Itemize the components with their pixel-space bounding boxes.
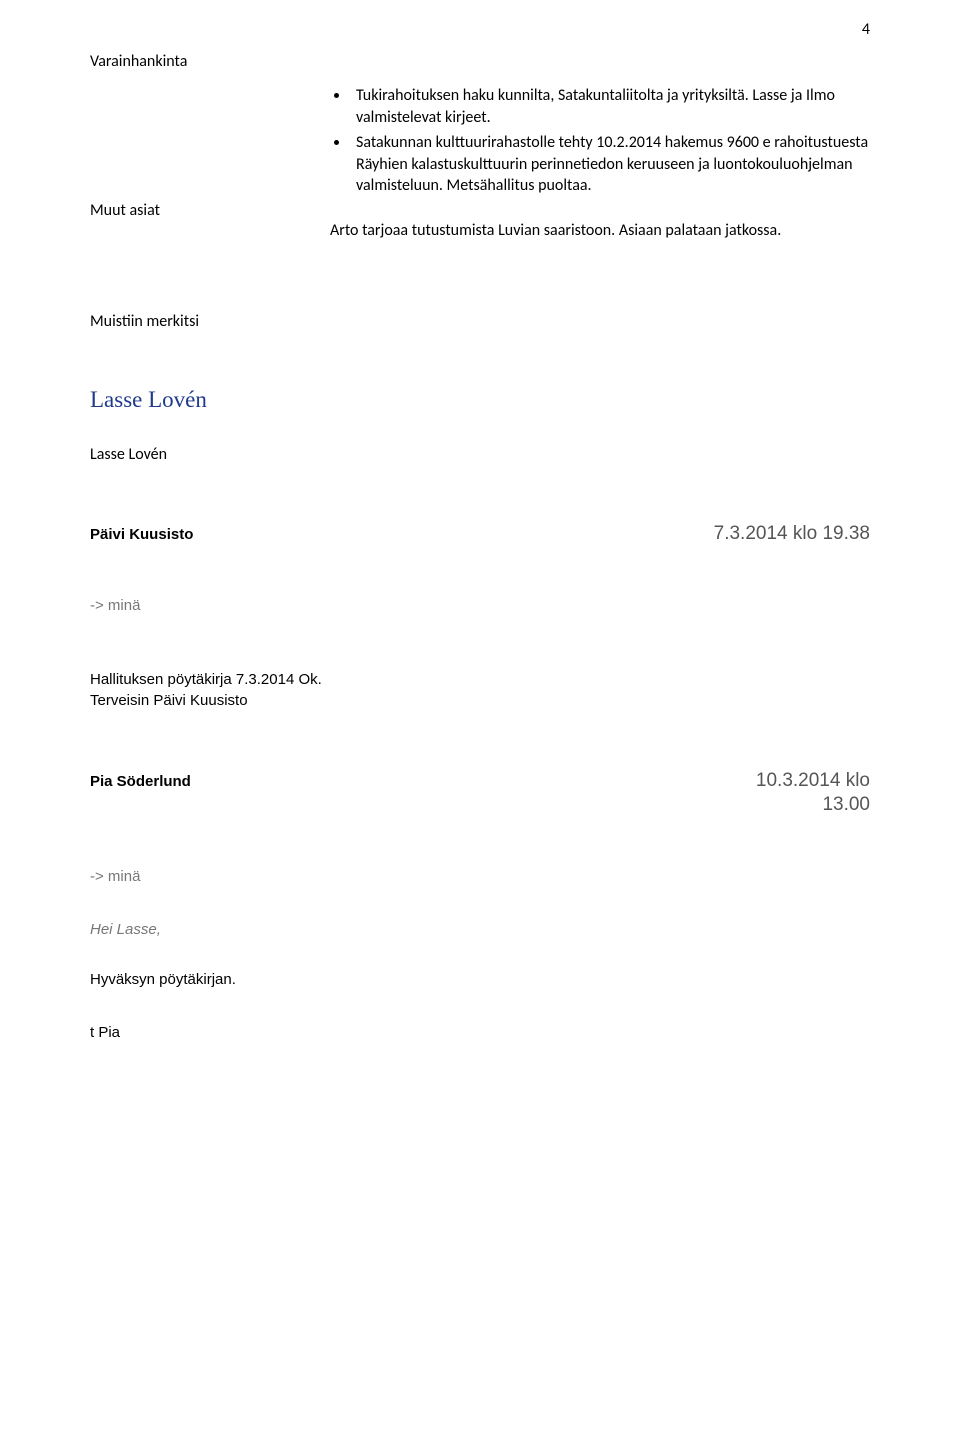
- email-date: 10.3.2014 klo 13.00: [756, 769, 870, 817]
- noted-by-label: Muistiin merkitsi: [90, 312, 870, 331]
- bullet-item: Satakunnan kulttuurirahastolle tehty 10.…: [350, 132, 870, 197]
- email-recipient-line: -> minä: [90, 597, 870, 614]
- document-page: 4 Varainhankinta Tukirahoituksen haku ku…: [0, 0, 960, 1433]
- email-body: Hyväksyn pöytäkirjan.: [90, 970, 870, 990]
- other-matters-text: Arto tarjoaa tutustumista Luvian saarist…: [330, 220, 870, 242]
- email-body-line: Hallituksen pöytäkirja 7.3.2014 Ok.: [90, 670, 870, 690]
- email-from: Päivi Kuusisto: [90, 526, 193, 543]
- email-body-line: Terveisin Päivi Kuusisto: [90, 691, 870, 711]
- email-recipient-line: -> minä: [90, 868, 870, 885]
- email-from: Pia Söderlund: [90, 773, 191, 790]
- other-matters-block: Muut asiat Arto tarjoaa tutustumista Luv…: [90, 201, 870, 242]
- email-header-row: Pia Söderlund 10.3.2014 klo 13.00: [90, 769, 870, 817]
- email-header-row: Päivi Kuusisto 7.3.2014 klo 19.38: [90, 522, 870, 546]
- heading-fundraising: Varainhankinta: [90, 52, 870, 71]
- signature-cursive: Lasse Lovén: [90, 387, 870, 413]
- heading-other-matters: Muut asiat: [90, 201, 870, 220]
- bullet-list: Tukirahoituksen haku kunnilta, Satakunta…: [350, 85, 870, 197]
- email-signoff: t Pia: [90, 1023, 870, 1043]
- signature-plain: Lasse Lovén: [90, 445, 870, 464]
- email-greeting: Hei Lasse,: [90, 921, 870, 938]
- email-date: 7.3.2014 klo 19.38: [714, 522, 870, 546]
- email-body: Hallituksen pöytäkirja 7.3.2014 Ok. Terv…: [90, 670, 870, 711]
- bullet-item: Tukirahoituksen haku kunnilta, Satakunta…: [350, 85, 870, 128]
- page-number: 4: [862, 20, 870, 39]
